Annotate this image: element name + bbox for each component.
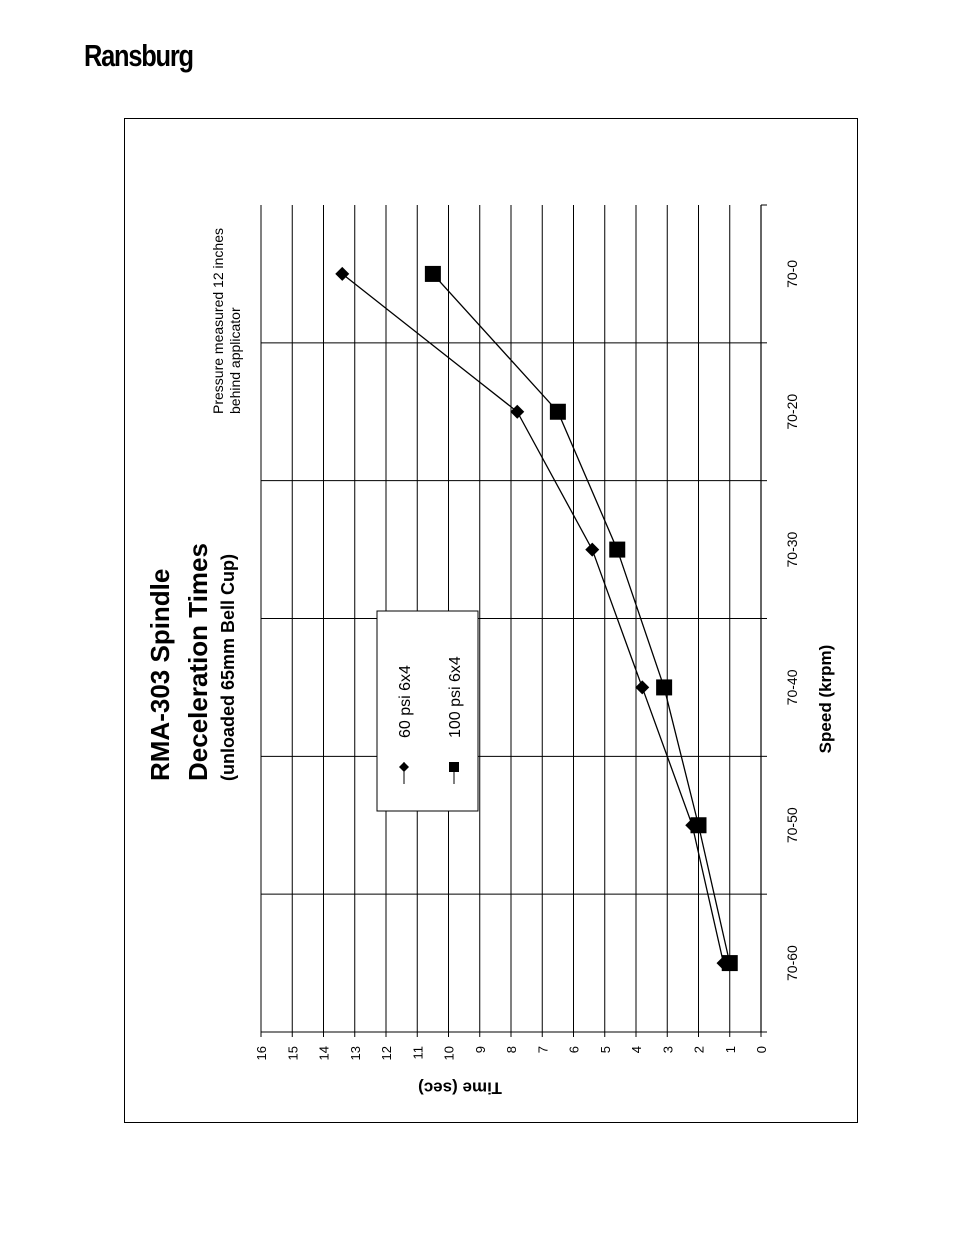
series-line-100psi (432, 273, 731, 964)
x-tick-label: 70-40 (784, 669, 800, 705)
y-tick-label: 7 (535, 1046, 550, 1053)
x-tick-label: 70-20 (784, 394, 800, 430)
chart-title-line1: RMA-303 Spindle (145, 569, 175, 781)
data-point-diamond (510, 404, 525, 419)
data-point-square (721, 955, 738, 972)
chart-frame: 0 1 2 3 4 5 6 7 8 9 10 11 12 13 14 15 16 70-0 70-20 70-30 70… (124, 118, 858, 1123)
y-tick-label: 2 (692, 1046, 707, 1053)
legend-label-100psi: 100 psi 6x4 (447, 656, 464, 738)
x-tick-label: 70-30 (784, 531, 800, 567)
data-point-diamond (635, 680, 650, 695)
chart-annotation-line2: behind applicator (227, 307, 243, 414)
y-tick-label: 8 (504, 1046, 519, 1053)
chart-titles: RMA-303 Spindle Deceleration Times (unlo… (145, 228, 835, 1098)
data-point-square (549, 403, 566, 420)
y-tick-label: 9 (473, 1046, 488, 1053)
y-tick-label: 12 (379, 1046, 394, 1060)
y-tick-label: 14 (317, 1046, 332, 1060)
tick-labels: 01234567891011121314151670-070-2070-3070… (254, 260, 800, 1061)
chart-subtitle: (unloaded 65mm Bell Cup) (218, 554, 238, 781)
y-tick-label: 1 (723, 1046, 738, 1053)
y-tick-label: 5 (598, 1046, 613, 1053)
legend-label-60psi: 60 psi 6x4 (397, 665, 414, 738)
data-point-square (690, 817, 707, 834)
y-axis-label: Time (sec) (418, 1079, 502, 1098)
gridlines (260, 205, 761, 1032)
y-tick-label: 13 (348, 1046, 363, 1060)
chart-legend: 60 psi 6x4 100 psi 6x4 (376, 610, 479, 812)
x-tick-label: 70-60 (784, 945, 800, 981)
chart-annotation-line1: Pressure measured 12 inches (210, 228, 226, 414)
y-tick-label: 16 (254, 1046, 269, 1060)
series-lines (335, 265, 738, 972)
y-tick-label: 10 (442, 1046, 457, 1060)
y-tick-label: 6 (567, 1046, 582, 1053)
axes (260, 204, 767, 1037)
x-tick-label: 70-0 (784, 260, 800, 288)
data-point-diamond (335, 266, 350, 281)
y-tick-label: 4 (629, 1046, 644, 1053)
x-tick-label: 70-50 (784, 807, 800, 843)
y-tick-label: 0 (754, 1046, 769, 1053)
data-point-diamond (585, 542, 600, 557)
y-tick-label: 15 (285, 1046, 300, 1060)
series-line-60psi (341, 273, 725, 964)
chart-title-line2: Deceleration Times (183, 543, 213, 781)
brand-logo-text: Ransburg (84, 38, 194, 73)
legend-marker-diamond (399, 762, 409, 772)
data-point-square (424, 265, 441, 282)
deceleration-chart: 01234567891011121314151670-070-2070-3070… (145, 204, 835, 1098)
legend-marker-square (449, 762, 459, 772)
y-tick-label: 11 (410, 1046, 425, 1060)
data-point-square (656, 679, 673, 696)
x-axis-label: Speed (krpm) (816, 645, 835, 754)
legend-box (376, 610, 479, 812)
data-point-square (609, 541, 626, 558)
y-tick-label: 3 (660, 1046, 675, 1053)
